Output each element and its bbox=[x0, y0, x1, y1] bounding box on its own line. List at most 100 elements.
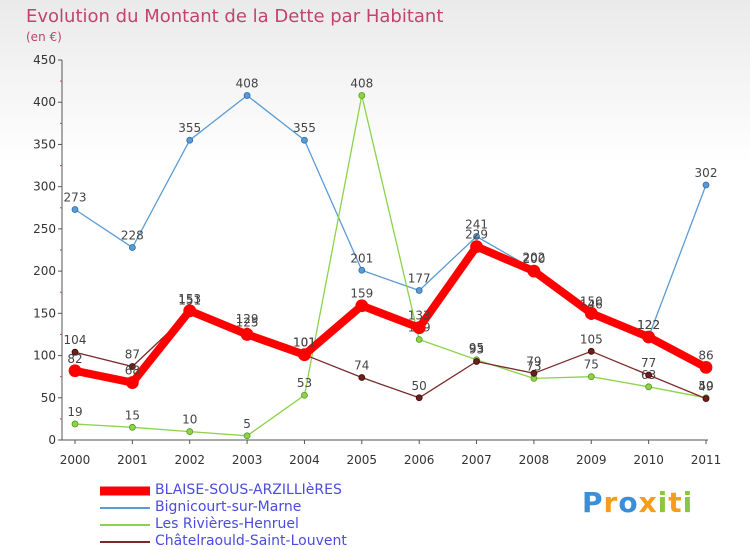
data-label-rivieres: 50 bbox=[698, 379, 713, 393]
data-label-bignicourt: 408 bbox=[236, 76, 259, 90]
data-label-blaise: 133 bbox=[408, 309, 431, 323]
data-label-chatelraould: 151 bbox=[178, 293, 201, 307]
data-label-blaise: 101 bbox=[293, 336, 316, 350]
data-label-rivieres: 15 bbox=[125, 408, 140, 422]
y-tick-label: 350 bbox=[33, 137, 56, 151]
data-point-bignicourt bbox=[128, 244, 136, 251]
data-point-bignicourt bbox=[186, 136, 194, 144]
data-point-blaise bbox=[68, 364, 82, 378]
x-tick-label: 2005 bbox=[347, 453, 378, 467]
data-label-blaise: 125 bbox=[236, 315, 259, 329]
data-label-chatelraould: 77 bbox=[641, 356, 656, 370]
data-label-blaise: 150 bbox=[580, 294, 603, 308]
data-label-rivieres: 5 bbox=[243, 417, 251, 431]
legend-item-rivieres: Les Rivières-Henruel bbox=[100, 516, 400, 533]
legend: BLAISE-SOUS-ARZILLIèRES Bignicourt-sur-Ma… bbox=[100, 482, 400, 550]
x-tick-label: 2009 bbox=[576, 453, 607, 467]
data-point-blaise bbox=[584, 306, 598, 320]
data-label-blaise: 229 bbox=[465, 228, 488, 242]
data-point-blaise bbox=[527, 264, 541, 278]
data-point-bignicourt bbox=[243, 92, 251, 99]
series-rivieres: 1915105534081199573756350 bbox=[67, 76, 714, 440]
data-label-chatelraould: 93 bbox=[469, 342, 484, 356]
data-point-rivieres bbox=[415, 336, 423, 343]
data-label-bignicourt: 355 bbox=[178, 121, 201, 135]
data-label-bignicourt: 302 bbox=[695, 166, 718, 180]
data-point-chatelraould bbox=[71, 348, 79, 356]
x-tick-label: 2001 bbox=[117, 453, 148, 467]
x-tick-label: 2011 bbox=[691, 453, 722, 467]
data-label-rivieres: 95 bbox=[469, 341, 484, 355]
data-point-blaise bbox=[125, 376, 139, 389]
data-label-bignicourt: 228 bbox=[121, 228, 144, 242]
data-point-blaise bbox=[412, 321, 426, 335]
data-label-chatelraould: 105 bbox=[580, 332, 603, 346]
y-tick-label: 250 bbox=[33, 222, 56, 236]
data-point-blaise bbox=[240, 328, 254, 341]
legend-swatch bbox=[100, 506, 150, 509]
legend-label: Bignicourt-sur-Marne bbox=[155, 499, 302, 515]
data-label-chatelraould: 50 bbox=[412, 379, 427, 393]
data-point-rivieres bbox=[243, 432, 251, 440]
data-label-chatelraould: 49 bbox=[698, 380, 713, 394]
legend-item-blaise: BLAISE-SOUS-ARZILLIèRES bbox=[100, 482, 400, 499]
legend-label: Châtelraould-Saint-Louvent bbox=[155, 533, 347, 549]
data-label-chatelraould: 87 bbox=[125, 348, 140, 362]
data-point-bignicourt bbox=[415, 287, 423, 294]
data-label-rivieres: 10 bbox=[182, 413, 197, 427]
data-label-blaise: 82 bbox=[67, 352, 82, 366]
data-point-chatelraould bbox=[473, 358, 480, 365]
data-label-bignicourt: 201 bbox=[350, 251, 373, 265]
data-point-bignicourt bbox=[301, 136, 308, 144]
data-point-chatelraould bbox=[128, 363, 136, 370]
data-point-rivieres bbox=[71, 420, 79, 428]
data-label-bignicourt: 355 bbox=[293, 121, 316, 135]
data-label-rivieres: 73 bbox=[526, 359, 541, 373]
chart-title: Evolution du Montant de la Dette par Hab… bbox=[26, 6, 444, 27]
data-label-blaise: 153 bbox=[178, 292, 201, 306]
data-label-chatelraould: 104 bbox=[64, 333, 87, 347]
x-tick-label: 2003 bbox=[232, 453, 263, 467]
data-point-bignicourt bbox=[358, 266, 366, 274]
data-label-chatelraould: 74 bbox=[354, 359, 369, 373]
legend-label: Les Rivières-Henruel bbox=[155, 516, 299, 532]
data-point-rivieres bbox=[358, 92, 366, 99]
x-tick-label: 2002 bbox=[174, 453, 205, 467]
y-tick-label: 50 bbox=[41, 391, 56, 405]
data-point-blaise bbox=[183, 304, 197, 318]
data-label-rivieres: 75 bbox=[584, 358, 599, 372]
data-point-blaise bbox=[355, 299, 369, 313]
legend-swatch bbox=[100, 486, 150, 495]
data-point-chatelraould bbox=[415, 394, 423, 402]
x-tick-label: 2000 bbox=[60, 453, 91, 467]
data-label-blaise: 68 bbox=[125, 364, 140, 378]
x-tick-label: 2006 bbox=[404, 453, 435, 467]
x-tick-label: 2010 bbox=[633, 453, 664, 467]
data-label-bignicourt: 273 bbox=[64, 190, 87, 204]
data-label-rivieres: 408 bbox=[350, 76, 373, 90]
data-label-blaise: 122 bbox=[637, 318, 660, 332]
x-tick-label: 2004 bbox=[289, 453, 320, 467]
data-point-chatelraould bbox=[358, 374, 366, 381]
data-point-bignicourt bbox=[71, 206, 79, 213]
data-point-chatelraould bbox=[587, 347, 595, 355]
y-tick-label: 100 bbox=[33, 349, 56, 363]
y-tick-label: 0 bbox=[48, 433, 56, 447]
data-point-rivieres bbox=[128, 423, 136, 431]
data-point-chatelraould bbox=[645, 371, 653, 379]
data-point-bignicourt bbox=[473, 233, 480, 240]
legend-label: BLAISE-SOUS-ARZILLIèRES bbox=[155, 482, 342, 498]
data-point-rivieres bbox=[186, 428, 194, 435]
data-label-rivieres: 53 bbox=[297, 376, 312, 390]
data-label-chatelraould: 129 bbox=[236, 312, 259, 326]
x-tick-label: 2008 bbox=[519, 453, 550, 467]
data-point-bignicourt bbox=[702, 181, 710, 189]
y-tick-label: 150 bbox=[33, 306, 56, 320]
data-label-rivieres: 19 bbox=[67, 405, 82, 419]
legend-item-chatelraould: Châtelraould-Saint-Louvent bbox=[100, 533, 400, 550]
